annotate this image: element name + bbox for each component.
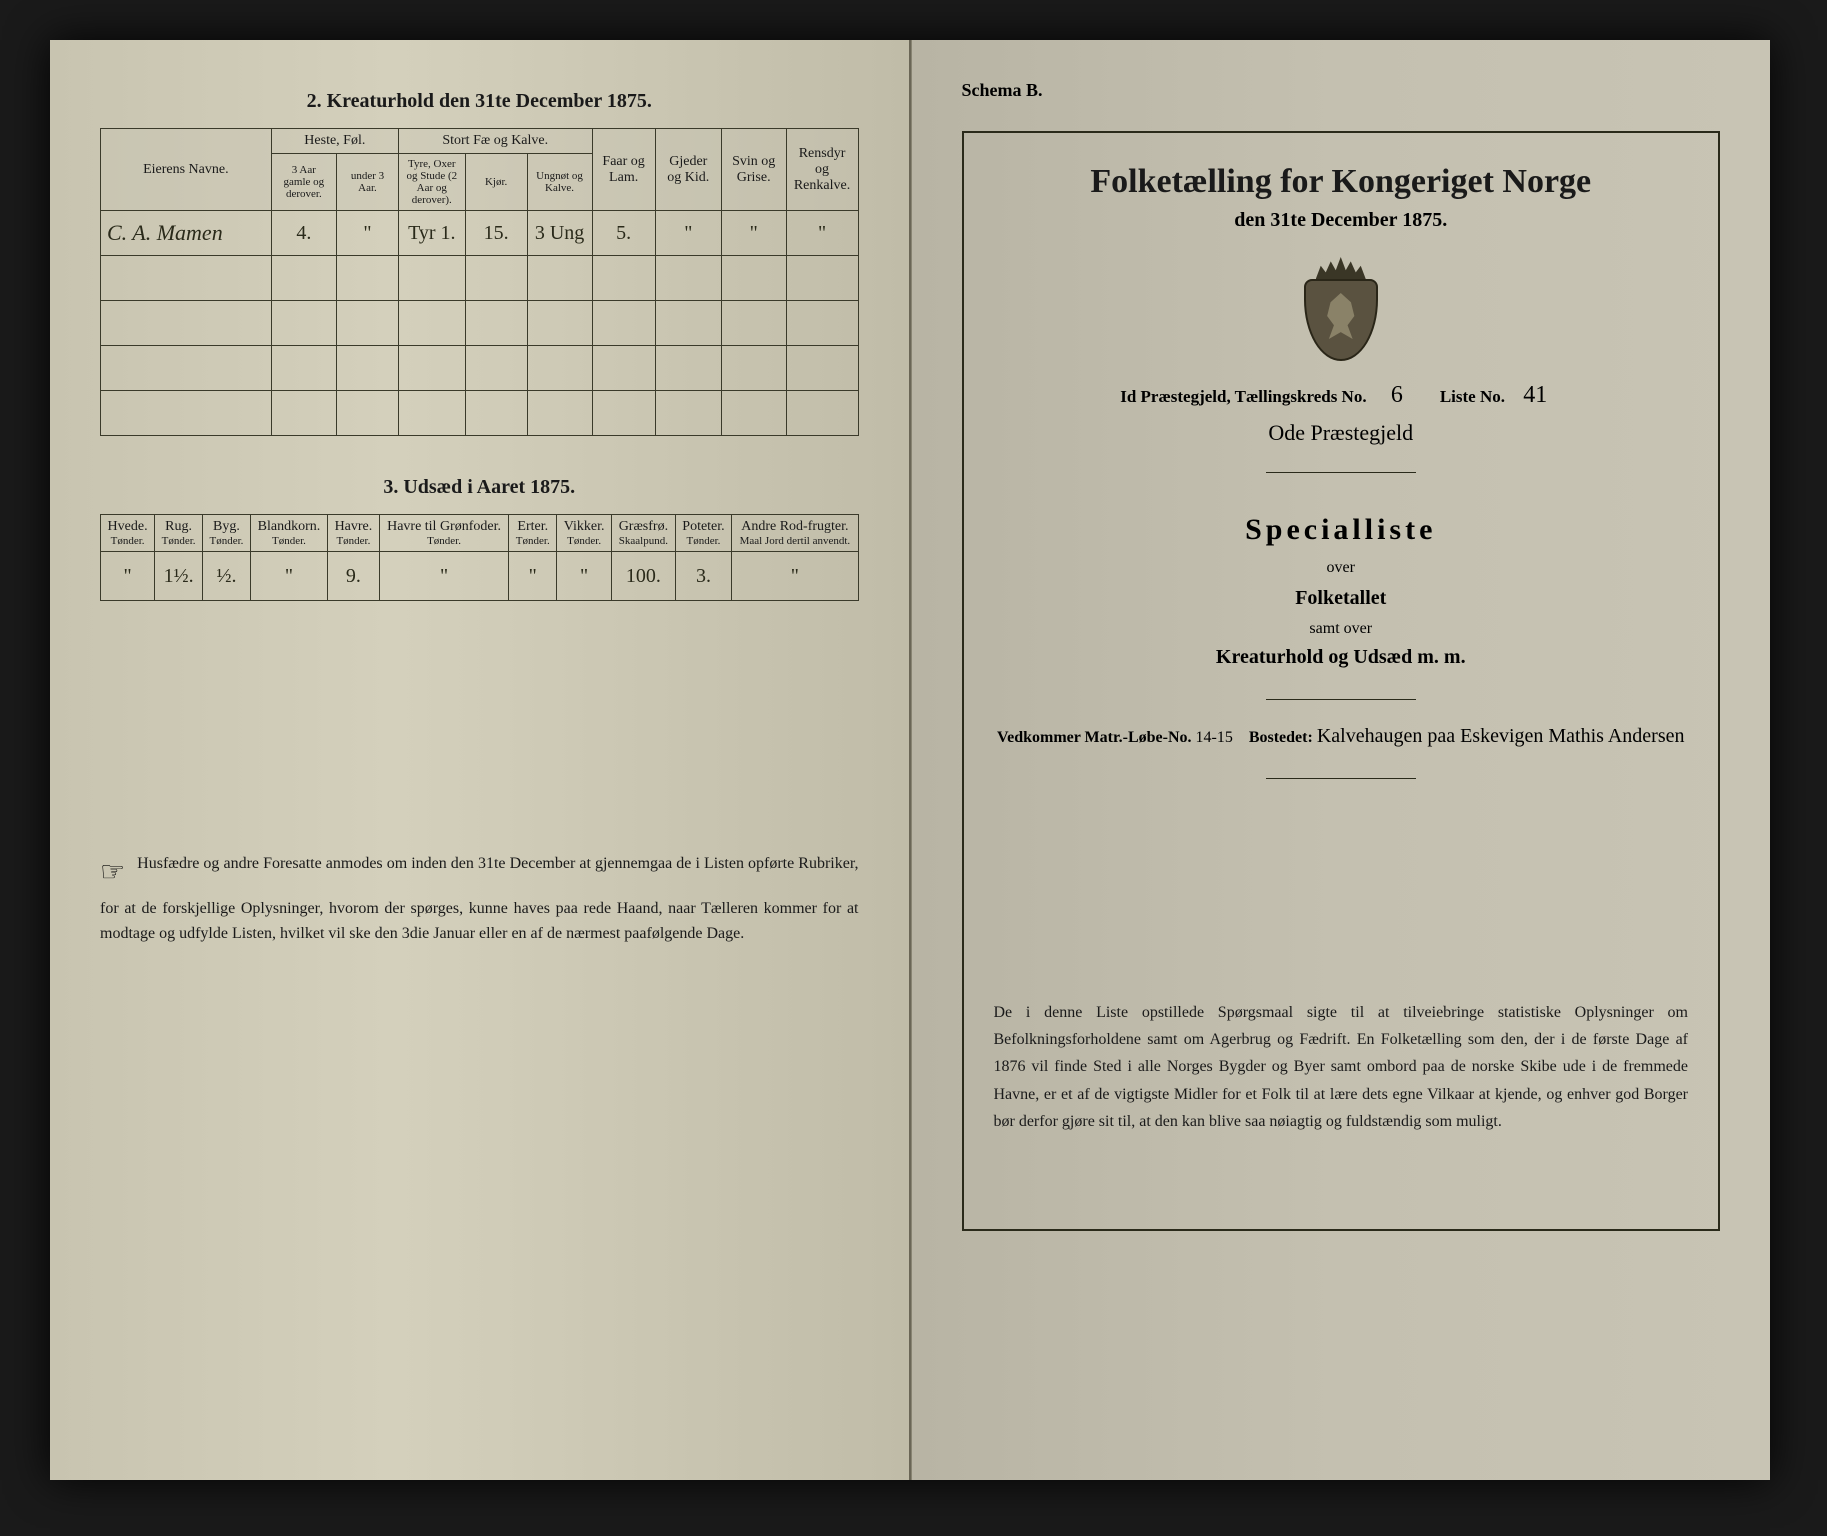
divider xyxy=(1266,699,1416,700)
th-faar: Faar og Lam. xyxy=(592,129,655,211)
th-rug: Rug.Tønder. xyxy=(155,515,203,552)
cell: " xyxy=(440,565,448,587)
section3-title: 3. Udsæd i Aaret 1875. xyxy=(100,476,859,499)
table-row: " 1½. ½. " 9. " " " 100. 3. " xyxy=(101,552,859,601)
parish-extra: Ode Præstegjeld xyxy=(1262,420,1419,447)
th-vikker: Vikker.Tønder. xyxy=(557,515,612,552)
lion-icon xyxy=(1324,293,1358,339)
cell: 5. xyxy=(616,222,631,244)
th-byg: Byg.Tønder. xyxy=(203,515,251,552)
th-stort-sub3: Ungnøt og Kalve. xyxy=(527,154,592,211)
table-row xyxy=(101,301,859,346)
th-heste-sub1: 3 Aar gamle og derover. xyxy=(271,154,336,211)
cell: Tyr 1. xyxy=(408,222,455,244)
kreds-no: 6 xyxy=(1371,382,1423,410)
parish-extra-line: Ode Præstegjeld xyxy=(994,420,1689,447)
th-graes: Græsfrø.Skaalpund. xyxy=(612,515,676,552)
th-havre: Havre.Tønder. xyxy=(328,515,380,552)
table-row xyxy=(101,256,859,301)
cell: 9. xyxy=(346,565,361,587)
seed-table: Hvede.Tønder. Rug.Tønder. Byg.Tønder. Bl… xyxy=(100,514,859,601)
cell: " xyxy=(818,222,826,244)
left-page: 2. Kreaturhold den 31te December 1875. E… xyxy=(50,40,911,1480)
cell: 100. xyxy=(626,565,661,587)
book-spread: 2. Kreaturhold den 31te December 1875. E… xyxy=(50,40,1770,1480)
over-label: over xyxy=(994,559,1689,577)
schema-label: Schema B. xyxy=(962,80,1721,101)
th-stort: Stort Fæ og Kalve. xyxy=(398,129,592,154)
parish-label: Id Præstegjeld, Tællingskreds No. xyxy=(1120,387,1366,406)
table-row xyxy=(101,391,859,436)
folketallet-label: Folketallet xyxy=(994,587,1689,610)
liste-no: 41 xyxy=(1509,382,1561,410)
th-havre-gron: Havre til Grønfoder.Tønder. xyxy=(379,515,509,552)
cell: " xyxy=(750,222,758,244)
th-hvede: Hvede.Tønder. xyxy=(101,515,155,552)
th-heste-sub2: under 3 Aar. xyxy=(337,154,399,211)
cell: " xyxy=(580,565,588,587)
th-bland: Blandkorn.Tønder. xyxy=(250,515,327,552)
th-stort-sub2: Kjør. xyxy=(465,154,527,211)
cell: " xyxy=(684,222,692,244)
th-svin: Svin og Grise. xyxy=(721,129,786,211)
cell: " xyxy=(529,565,537,587)
livestock-table: Eierens Navne. Heste, Føl. Stort Fæ og K… xyxy=(100,128,859,436)
samt-label: samt over xyxy=(994,620,1689,638)
cell: " xyxy=(363,222,371,244)
th-poteter: Poteter.Tønder. xyxy=(675,515,732,552)
divider xyxy=(1266,778,1416,779)
th-andre: Andre Rod-frugter.Maal Jord dertil anven… xyxy=(732,515,858,552)
matr-line: Vedkommer Matr.-Løbe-No. 14-15 Bostedet:… xyxy=(994,725,1689,748)
cell: 4. xyxy=(296,222,311,244)
cell: " xyxy=(123,565,131,587)
parish-line: Id Præstegjeld, Tællingskreds No. 6 List… xyxy=(994,382,1689,410)
th-gjeder: Gjeder og Kid. xyxy=(655,129,721,211)
crown-icon xyxy=(1316,257,1366,279)
th-rensdyr: Rensdyr og Renkalve. xyxy=(786,129,858,211)
cell: 15. xyxy=(484,222,509,244)
th-stort-sub1: Tyre, Oxer og Stude (2 Aar og derover). xyxy=(398,154,465,211)
section2-title: 2. Kreaturhold den 31te December 1875. xyxy=(100,90,859,113)
census-title: Folketælling for Kongeriget Norge xyxy=(994,163,1689,201)
matr-label: Vedkommer Matr.-Løbe-No. xyxy=(997,729,1192,746)
cell: 3. xyxy=(696,565,711,587)
kreatur-label: Kreaturhold og Udsæd m. m. xyxy=(994,646,1689,669)
divider xyxy=(1266,472,1416,473)
th-name: Eierens Navne. xyxy=(101,129,272,211)
shield-icon xyxy=(1304,279,1378,361)
bostedet-value: Kalvehaugen paa Eskevigen Mathis Anderse… xyxy=(1317,725,1685,747)
cell: 1½. xyxy=(164,565,194,587)
census-date: den 31te December 1875. xyxy=(994,209,1689,232)
th-erter: Erter.Tønder. xyxy=(509,515,557,552)
right-border-frame: Folketælling for Kongeriget Norge den 31… xyxy=(962,131,1721,1231)
owner-name: C. A. Mamen xyxy=(107,220,223,245)
cell: " xyxy=(285,565,293,587)
footnote-text: Husfædre og andre Foresatte anmodes om i… xyxy=(100,855,859,942)
th-heste: Heste, Føl. xyxy=(271,129,398,154)
pointing-hand-icon: ☞ xyxy=(100,851,125,896)
table-row: C. A. Mamen 4. " Tyr 1. 15. 3 Ung 5. " "… xyxy=(101,211,859,256)
right-footnote: De i denne Liste opstillede Spørgsmaal s… xyxy=(994,999,1689,1135)
bostedet-label: Bostedet: xyxy=(1249,729,1313,746)
cell: " xyxy=(791,565,799,587)
specialliste-heading: Specialliste xyxy=(994,513,1689,547)
left-footnote: ☞ Husfædre og andre Foresatte anmodes om… xyxy=(100,851,859,947)
coat-of-arms-icon xyxy=(1301,257,1381,357)
cell: 3 Ung xyxy=(535,222,584,244)
right-page: Schema B. Folketælling for Kongeriget No… xyxy=(911,40,1771,1480)
table-row xyxy=(101,346,859,391)
matr-no: 14-15 xyxy=(1196,729,1233,746)
cell: ½. xyxy=(216,565,236,587)
liste-label: Liste No. xyxy=(1440,387,1505,406)
